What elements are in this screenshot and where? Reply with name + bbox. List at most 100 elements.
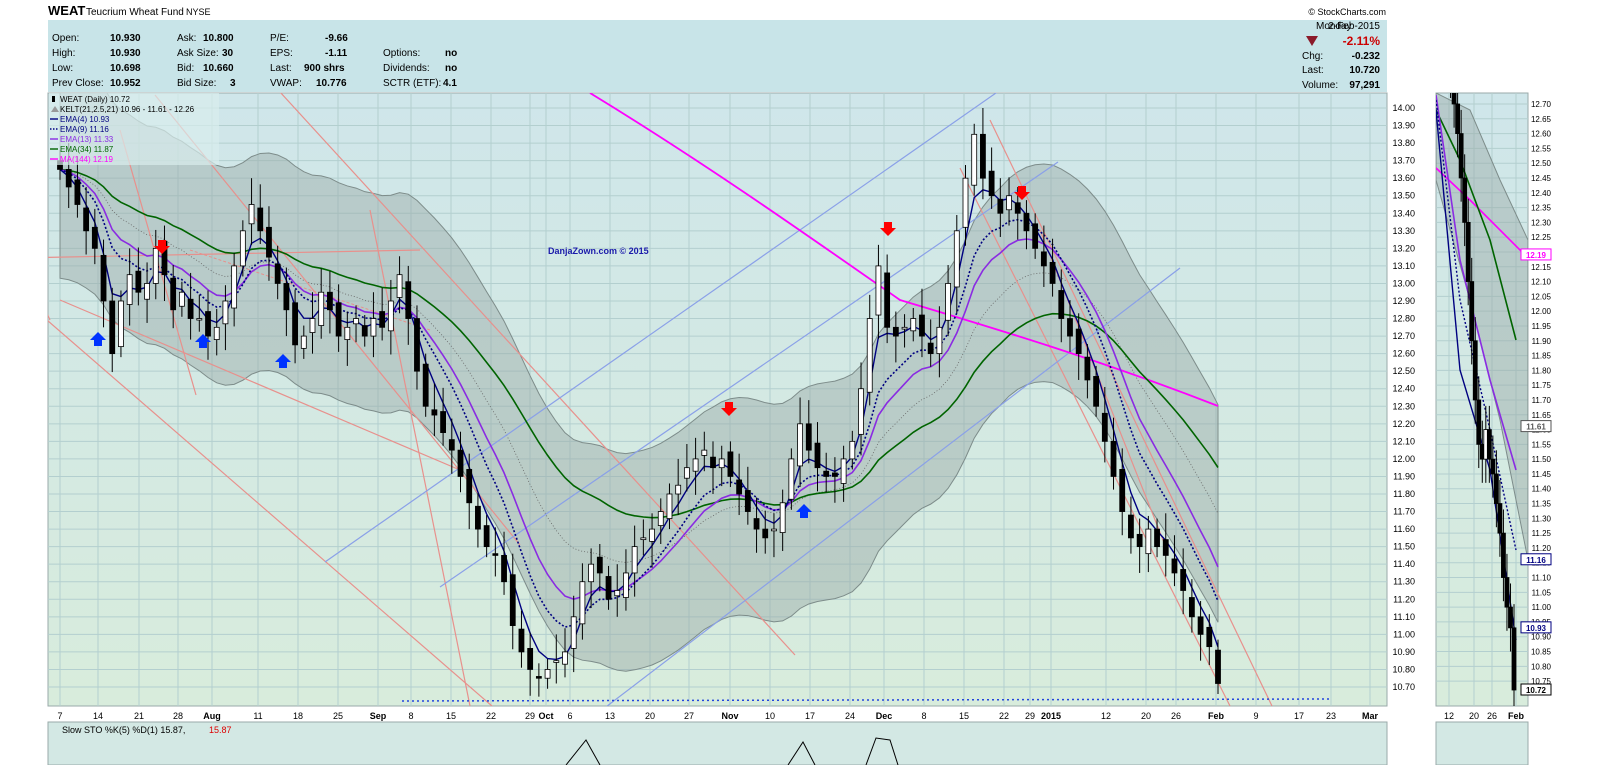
quote-panel (48, 20, 1387, 92)
y-tick-label: 11.70 (1393, 507, 1415, 517)
trendline (280, 93, 796, 656)
y-tick-label: 12.40 (1392, 384, 1415, 394)
candle-body (466, 469, 473, 504)
candle-body (222, 300, 229, 325)
y-tick-label: 10.90 (1392, 647, 1415, 657)
side-y-tick-label: 12.60 (1531, 130, 1552, 139)
candle-body (962, 177, 969, 228)
candle-body (1188, 597, 1195, 618)
side-candle-body (1472, 340, 1478, 401)
volume-label: Volume: (1302, 80, 1338, 91)
y-tick-label: 11.10 (1393, 612, 1415, 622)
y-tick-label: 11.20 (1393, 594, 1415, 604)
side-y-tick-label: 11.90 (1532, 337, 1552, 346)
y-tick-label: 11.40 (1393, 559, 1415, 569)
quote-label-0: Open: (52, 33, 79, 44)
candle-body (144, 283, 150, 300)
candle-body (927, 342, 934, 355)
candle-body (631, 546, 638, 574)
quote-value-8: -9.66 (325, 33, 348, 44)
side-candle-body (1508, 606, 1513, 629)
candle-body (762, 528, 769, 539)
candle-body (361, 325, 368, 337)
candle-body (875, 265, 882, 316)
side-x-tick-label: 26 (1487, 711, 1497, 721)
x-tick-label: Sep (370, 711, 387, 721)
legend-candle-icon (52, 96, 55, 102)
y-tick-label: 13.20 (1392, 243, 1415, 253)
x-tick-label: 29 (1025, 711, 1035, 721)
y-tick-label: 10.70 (1392, 682, 1415, 692)
candle-body (1093, 376, 1100, 407)
candle-body (727, 451, 734, 477)
volume-value: 97,291 (1349, 80, 1380, 91)
quote-label-9: EPS: (270, 48, 293, 59)
side-candle-body (1497, 503, 1503, 534)
trendline (59, 299, 461, 471)
side-ma144-line (1436, 167, 1528, 259)
side-y-tick-label: 11.25 (1532, 529, 1552, 538)
x-tick-label: 6 (567, 711, 572, 721)
candle-body (1084, 356, 1091, 381)
candle-body (832, 472, 838, 477)
price-tag (1520, 683, 1552, 696)
quote-value-9: -1.11 (325, 48, 348, 59)
x-tick-label: 15 (446, 711, 456, 721)
quote-value-4: 10.800 (203, 33, 234, 44)
candle-body (866, 318, 873, 393)
side-y-tick-label: 11.05 (1532, 588, 1552, 597)
legend-label: WEAT (Daily) 10.72 (60, 95, 130, 104)
x-tick-label: 27 (684, 711, 694, 721)
candle-body (109, 300, 116, 355)
legend-band-icon (51, 106, 59, 112)
x-tick-label: 2015 (1041, 711, 1061, 721)
side-y-tick-label: 10.90 (1531, 633, 1552, 642)
candle-body (849, 440, 856, 460)
candle-body (126, 274, 133, 305)
candle-body (100, 254, 107, 302)
quote-value-14: 4.1 (443, 78, 457, 89)
indicator-label: Slow STO %K(5) %D(1) 15.87, (62, 725, 185, 735)
watermark: DanjaZown.com © 2015 (548, 246, 649, 256)
indicator-value: 15.87 (209, 725, 232, 735)
candle-body (266, 226, 272, 258)
side-y-tick-label: 11.10 (1532, 574, 1552, 583)
side-candle-body (1465, 221, 1471, 282)
y-tick-label: 12.00 (1392, 454, 1415, 464)
x-tick-label: 24 (845, 711, 855, 721)
legend-item: KELT(21,2.5,21) 10.96 - 11.61 - 12.26 (51, 105, 195, 114)
candle-body (1215, 649, 1221, 684)
x-tick-label: Aug (203, 711, 221, 721)
x-tick-label: 21 (134, 711, 144, 721)
candle-body (83, 207, 90, 232)
last-value: 10.720 (1349, 65, 1380, 76)
trendline (48, 320, 493, 706)
price-tag (1520, 420, 1552, 433)
candle-body (170, 277, 177, 311)
y-tick-label: 12.30 (1392, 401, 1415, 411)
candle-body (187, 298, 194, 319)
y-tick-label: 13.10 (1392, 261, 1415, 271)
trendline (989, 119, 1273, 706)
x-tick-label: 14 (93, 711, 103, 721)
candle-body (997, 198, 1004, 214)
legend-box (49, 93, 219, 165)
x-tick-label: 17 (805, 711, 815, 721)
candle-body (509, 574, 516, 626)
side-x-tick-label: 12 (1444, 711, 1454, 721)
x-tick-label: 15 (959, 711, 969, 721)
trendline (324, 93, 998, 563)
side-y-tick-label: 11.75 (1532, 381, 1552, 390)
x-tick-label: Oct (538, 711, 553, 721)
side-y-tick-label: 12.15 (1531, 263, 1552, 272)
ema34-line (59, 168, 1219, 519)
candle-body (414, 318, 420, 372)
x-tick-label: Feb (1208, 711, 1225, 721)
exchange: NYSE (186, 7, 211, 17)
price-tag-label: 10.72 (1526, 686, 1547, 695)
y-tick-label: 13.30 (1392, 226, 1415, 236)
candle-body (1032, 223, 1039, 249)
candle-body (74, 179, 81, 205)
side-keltner-band (1436, 93, 1528, 561)
